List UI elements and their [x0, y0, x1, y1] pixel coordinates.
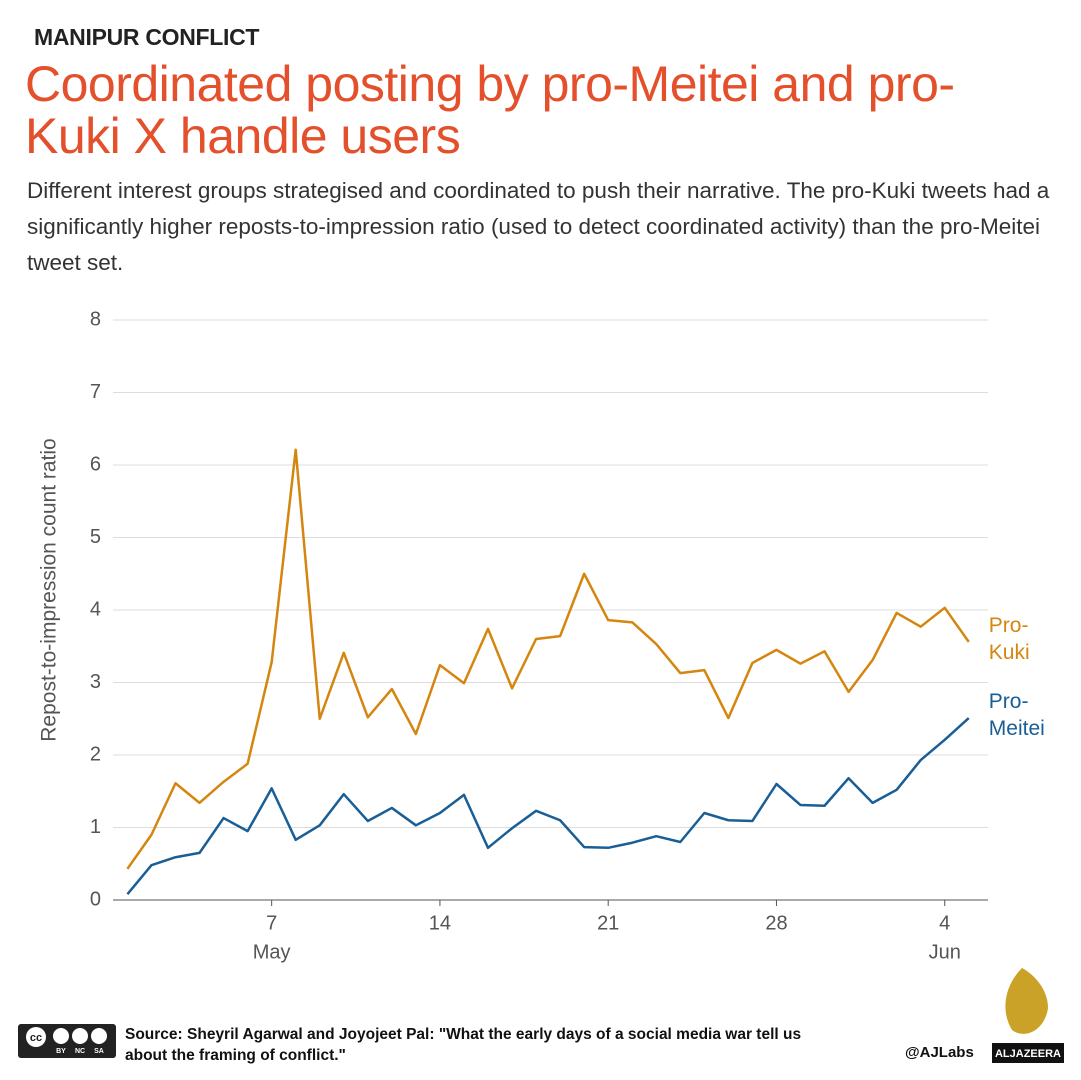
chart-subtitle: Different interest groups strategised an…	[27, 178, 1050, 275]
y-tick-label: 8	[90, 308, 101, 330]
series-label: Pro-Kuki	[988, 613, 1030, 664]
y-tick-label: 2	[90, 743, 101, 765]
y-tick-label: 0	[90, 888, 101, 910]
y-tick-label: 7	[90, 381, 101, 403]
x-month-label: May	[253, 941, 291, 963]
x-tick-label: 14	[429, 912, 451, 934]
chart-title: Coordinated posting by pro-Meitei and pr…	[25, 56, 955, 164]
y-axis-label: Repost-to-impression count ratio	[38, 438, 61, 741]
series-line	[126, 717, 970, 895]
y-tick-label: 5	[90, 526, 101, 548]
brand-name: ALJAZEERA	[995, 1048, 1061, 1060]
y-tick-label: 3	[90, 671, 101, 693]
y-tick-label: 1	[90, 816, 101, 838]
x-tick-label: 28	[765, 912, 787, 934]
x-tick-label: 7	[266, 912, 277, 934]
cc-badge: cc	[18, 1024, 116, 1058]
credit: @AJLabs	[905, 1044, 974, 1061]
license-label: SA	[94, 1048, 104, 1055]
series-line	[126, 448, 970, 870]
license-label: BY	[56, 1048, 66, 1055]
x-tick-label: 21	[597, 912, 619, 934]
source: Source: Sheyril Agarwal and Joyojeet Pal…	[125, 1026, 802, 1064]
kicker: MANIPUR CONFLICT	[34, 24, 260, 50]
brand-logo	[992, 968, 1064, 1063]
series-label: Pro-Meitei	[988, 690, 1045, 741]
svg-text:cc: cc	[30, 1032, 42, 1044]
x-tick-label: 4	[939, 912, 950, 934]
x-month-label: Jun	[929, 941, 961, 963]
y-tick-label: 4	[90, 598, 101, 620]
license-label: NC	[75, 1048, 85, 1055]
y-tick-label: 6	[90, 453, 101, 475]
